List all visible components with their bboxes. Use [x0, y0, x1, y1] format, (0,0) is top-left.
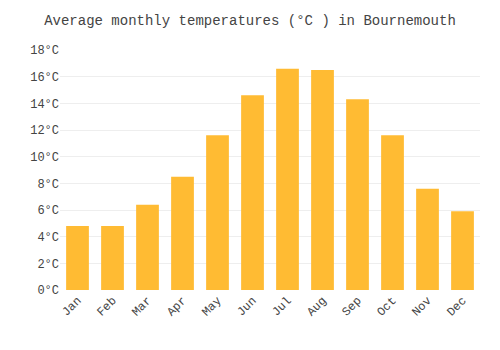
- svg-text:May: May: [199, 294, 224, 319]
- svg-text:Nov: Nov: [409, 294, 434, 319]
- svg-text:Apr: Apr: [164, 294, 189, 319]
- svg-text:Average monthly temperatures (: Average monthly temperatures (°C ) in Bo…: [44, 13, 456, 29]
- svg-text:Oct: Oct: [374, 294, 399, 319]
- svg-text:Jan: Jan: [59, 294, 84, 319]
- svg-text:10°C: 10°C: [30, 151, 59, 165]
- svg-text:Feb: Feb: [94, 294, 119, 319]
- svg-text:2°C: 2°C: [37, 258, 59, 272]
- svg-text:Jul: Jul: [269, 294, 294, 319]
- svg-text:12°C: 12°C: [30, 124, 59, 138]
- svg-text:16°C: 16°C: [30, 71, 59, 85]
- svg-text:Jun: Jun: [234, 294, 259, 319]
- svg-text:14°C: 14°C: [30, 98, 59, 112]
- svg-text:4°C: 4°C: [37, 231, 59, 245]
- svg-text:Dec: Dec: [444, 294, 469, 319]
- svg-text:Mar: Mar: [129, 294, 154, 319]
- svg-text:0°C: 0°C: [37, 284, 59, 298]
- svg-text:6°C: 6°C: [37, 204, 59, 218]
- svg-text:Aug: Aug: [304, 294, 329, 319]
- svg-text:8°C: 8°C: [37, 178, 59, 192]
- svg-text:18°C: 18°C: [30, 44, 59, 58]
- svg-text:Sep: Sep: [339, 294, 364, 319]
